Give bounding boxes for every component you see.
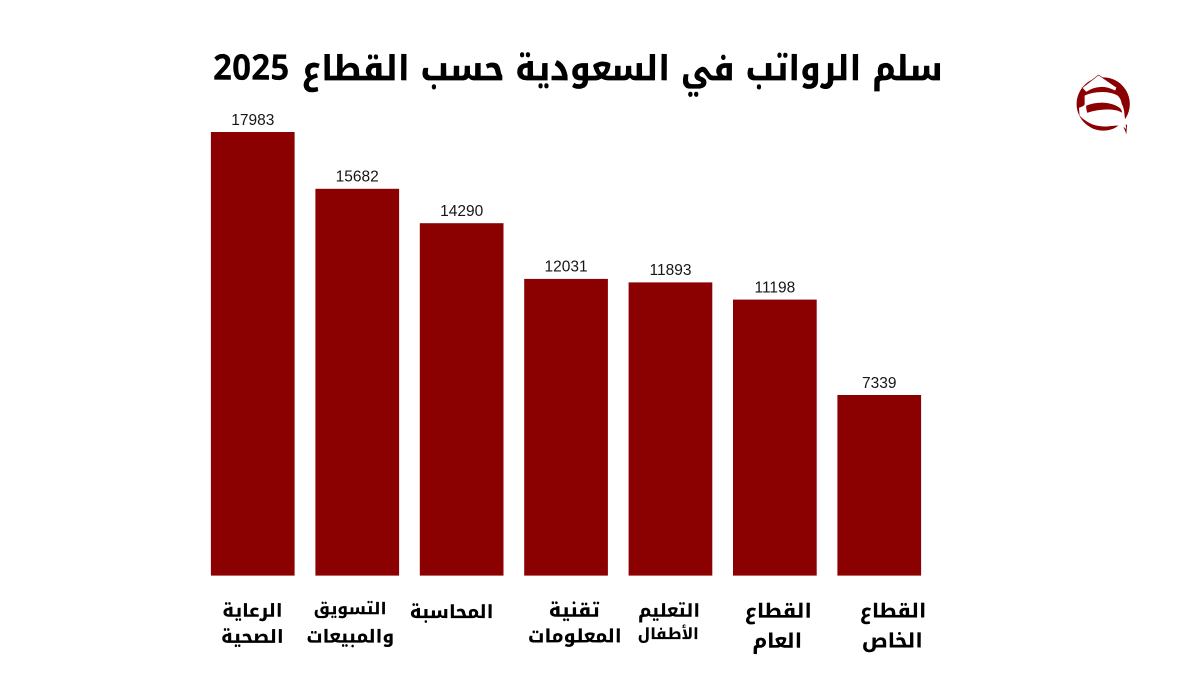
svg-text:12031: 12031 — [545, 259, 588, 276]
svg-text:11893: 11893 — [650, 262, 692, 279]
svg-text:7339: 7339 — [862, 375, 896, 392]
svg-text:14290: 14290 — [440, 203, 483, 220]
svg-text:17983: 17983 — [231, 112, 274, 129]
svg-text:15682: 15682 — [336, 169, 379, 186]
svg-text:11198: 11198 — [754, 279, 795, 296]
